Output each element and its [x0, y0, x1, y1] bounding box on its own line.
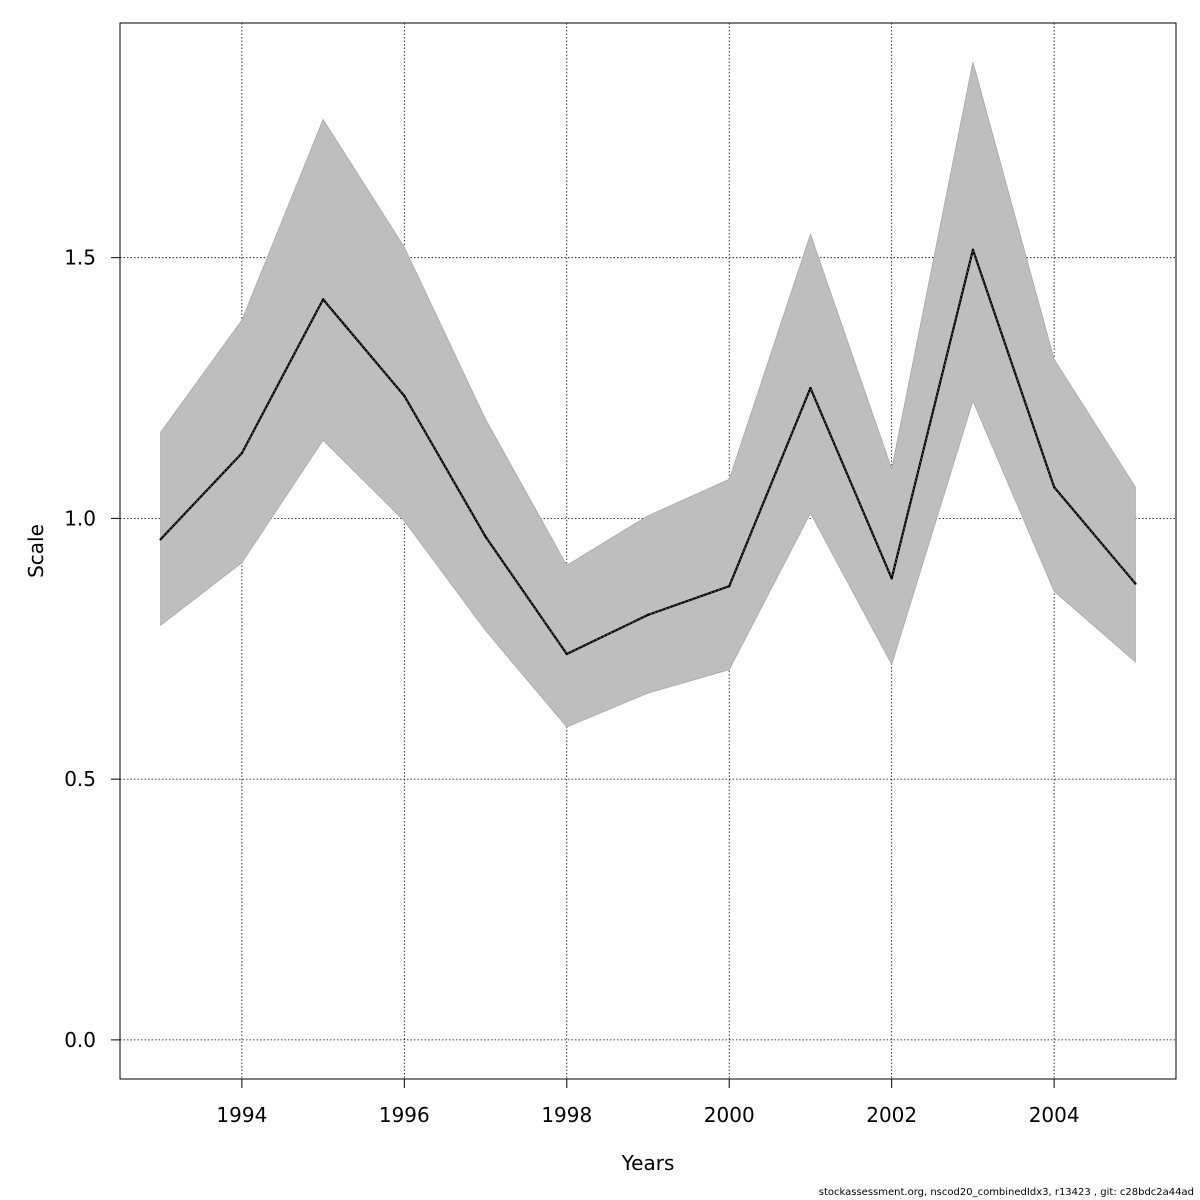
y-axis-label: Scale	[24, 524, 48, 578]
x-tick-label-1994: 1994	[216, 1103, 267, 1127]
y-tick-label-0.5: 0.5	[64, 767, 96, 791]
estimate-point-2004	[1052, 485, 1056, 489]
estimate-line-group	[159, 248, 1137, 656]
axes: 1994 1996 1998 2000 2002 2004 0.0 0.5 1.0 1.5	[64, 22, 1177, 1127]
y-tick-label-0.0: 0.0	[64, 1028, 96, 1052]
x-tick-label-2002: 2002	[866, 1103, 917, 1127]
x-tick-label-2004: 2004	[1029, 1103, 1080, 1127]
footer-note: stockassessment.org, nscod20_combinedIdx…	[818, 1187, 1194, 1198]
plot-frame	[119, 22, 1177, 1080]
estimate-point-1993	[159, 538, 162, 541]
estimate-point-2000	[728, 585, 731, 588]
estimate-point-2002	[890, 577, 893, 580]
estimate-point-1999	[646, 613, 650, 617]
x-tick-label-1998: 1998	[541, 1103, 592, 1127]
estimate-point-1994	[240, 452, 244, 455]
x-tick-label-2000: 2000	[704, 1103, 755, 1127]
estimate-point-1996	[403, 394, 406, 398]
estimate-point-2003	[971, 248, 975, 252]
y-tick-label-1.0: 1.0	[64, 506, 96, 530]
estimate-point-1995	[321, 298, 325, 301]
confidence-band-group	[160, 62, 1136, 728]
y-tick-label-1.5: 1.5	[64, 246, 96, 270]
estimate-point-1997	[484, 535, 487, 538]
x-axis-label: Years	[621, 1151, 675, 1175]
estimate-point-2001	[809, 386, 812, 390]
estimate-point-2005	[1134, 582, 1137, 585]
x-tick-label-1996: 1996	[379, 1103, 430, 1127]
confidence-band	[160, 62, 1136, 728]
estimate-point-1998	[565, 652, 568, 656]
